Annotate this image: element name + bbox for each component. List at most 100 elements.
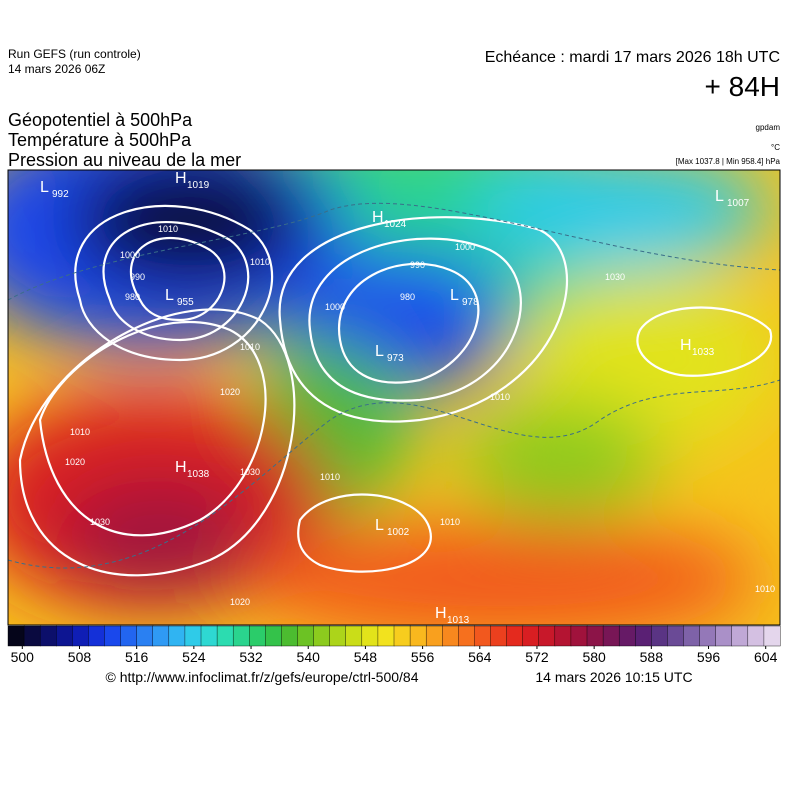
center-value: 973 bbox=[387, 353, 404, 364]
lead: + 84H bbox=[705, 71, 781, 102]
colorbar-swatch bbox=[72, 625, 89, 647]
colorbar-swatch bbox=[651, 625, 668, 647]
colorbar-swatch bbox=[249, 625, 266, 647]
unit: gpdam bbox=[756, 123, 781, 132]
colorbar-swatch bbox=[458, 625, 475, 647]
isobar-label: 990 bbox=[130, 272, 145, 282]
colorbar-swatch bbox=[56, 625, 73, 647]
map-frame bbox=[7, 169, 781, 626]
colorbar-swatch bbox=[715, 625, 733, 647]
center-letter: L bbox=[165, 287, 174, 304]
colorbar-swatch bbox=[747, 625, 765, 647]
colorbar-label: 500 bbox=[11, 649, 35, 665]
colorbar-swatch bbox=[442, 625, 459, 647]
colorbar-swatch bbox=[377, 625, 395, 647]
isobar-label: 1010 bbox=[158, 224, 178, 234]
title: Géopotentiel à 500hPa bbox=[8, 110, 193, 130]
colorbar-label: 524 bbox=[182, 649, 206, 665]
isobar-label: 1030 bbox=[240, 467, 260, 477]
isobar-label: 1030 bbox=[90, 517, 110, 527]
center-letter: H bbox=[435, 605, 447, 622]
colorbar-swatch bbox=[7, 625, 25, 647]
colorbar-swatch bbox=[409, 625, 427, 647]
isobar-label: 1030 bbox=[605, 272, 625, 282]
colorbar-swatch bbox=[313, 625, 331, 647]
center-value: 1007 bbox=[727, 198, 750, 209]
colorbar-label: 548 bbox=[354, 649, 378, 665]
colorbar-swatch bbox=[586, 625, 604, 647]
colorbar-swatch bbox=[232, 625, 250, 647]
run-date: 14 mars 2026 06Z bbox=[8, 62, 105, 76]
colorbar-label: 596 bbox=[697, 649, 721, 665]
unit: °C bbox=[771, 143, 780, 152]
title: Pression au niveau de la mer bbox=[8, 150, 241, 170]
colorbar-swatch bbox=[425, 625, 443, 647]
center-value: 955 bbox=[177, 297, 194, 308]
center-value: 1019 bbox=[187, 180, 210, 191]
colorbar-swatch bbox=[506, 625, 524, 647]
colorbar-swatch bbox=[184, 625, 202, 647]
isobar-label: 1000 bbox=[455, 242, 475, 252]
colorbar-swatch bbox=[699, 625, 717, 647]
valid: Echéance : mardi 17 mars 2026 18h UTC bbox=[485, 49, 780, 66]
unit: [Max 1037.8 | Min 958.4] hPa bbox=[676, 157, 781, 166]
isobar-label: 1010 bbox=[250, 257, 270, 267]
source: © http://www.infoclimat.fr/z/gefs/europe… bbox=[105, 669, 418, 685]
colorbar-swatch bbox=[345, 625, 363, 647]
colorbar-swatch bbox=[168, 625, 186, 647]
colorbar-swatch bbox=[39, 625, 57, 647]
colorbar-swatch bbox=[329, 625, 347, 647]
run: Run GEFS (run controle) bbox=[8, 47, 141, 61]
isobar-label: 1010 bbox=[240, 342, 260, 352]
colorbar-swatch bbox=[361, 625, 379, 647]
center-value: 1033 bbox=[692, 347, 715, 358]
center-letter: L bbox=[450, 287, 459, 304]
colorbar-swatch bbox=[120, 625, 138, 647]
isobar-label: 1010 bbox=[70, 427, 90, 437]
colorbar-swatch bbox=[667, 625, 685, 647]
isobar-label: 980 bbox=[125, 292, 140, 302]
isobar-label: 1010 bbox=[490, 392, 510, 402]
center-letter: H bbox=[175, 170, 187, 187]
isobar-label: 1010 bbox=[755, 584, 775, 594]
colorbar-label: 564 bbox=[468, 649, 492, 665]
map bbox=[8, 170, 780, 625]
center-value: 1024 bbox=[384, 219, 407, 230]
colorbar-swatch bbox=[522, 625, 540, 647]
colorbar-swatch bbox=[763, 625, 781, 647]
isobar-label: 980 bbox=[400, 292, 415, 302]
colorbar-swatch bbox=[570, 625, 588, 647]
colorbar-swatch bbox=[152, 625, 170, 647]
colorbar-label: 540 bbox=[297, 649, 321, 665]
colorbar-swatch bbox=[265, 625, 282, 647]
colorbar-label: 580 bbox=[582, 649, 606, 665]
center-letter: L bbox=[715, 188, 724, 205]
colorbar-swatch bbox=[474, 625, 491, 647]
colorbar-swatch bbox=[635, 625, 652, 647]
issue-time: 14 mars 2026 10:15 UTC bbox=[535, 669, 692, 685]
colorbar-label: 572 bbox=[525, 649, 549, 665]
colorbar-swatch bbox=[731, 625, 749, 647]
center-letter: H bbox=[175, 459, 187, 476]
isobar-label: 1000 bbox=[120, 250, 140, 260]
colorbar-label: 556 bbox=[411, 649, 435, 665]
center-value: 1038 bbox=[187, 469, 210, 480]
isobar-label: 1020 bbox=[230, 597, 250, 607]
isobar-label: 990 bbox=[410, 260, 425, 270]
isobar-label: 1020 bbox=[65, 457, 85, 467]
center-value: 978 bbox=[462, 297, 479, 308]
colorbar-label: 508 bbox=[68, 649, 92, 665]
colorbar-swatch bbox=[104, 625, 122, 647]
colorbar-label: 516 bbox=[125, 649, 149, 665]
colorbar-swatch bbox=[88, 625, 105, 647]
center-value: 1013 bbox=[447, 615, 470, 626]
colorbar-swatch bbox=[554, 625, 572, 647]
center-letter: H bbox=[680, 337, 692, 354]
colorbar-swatch bbox=[216, 625, 234, 647]
center-letter: L bbox=[375, 343, 384, 360]
colorbar-swatch bbox=[602, 625, 620, 647]
colorbar-label: 532 bbox=[239, 649, 263, 665]
isobar-label: 1010 bbox=[320, 472, 340, 482]
colorbar-swatch bbox=[683, 625, 701, 647]
